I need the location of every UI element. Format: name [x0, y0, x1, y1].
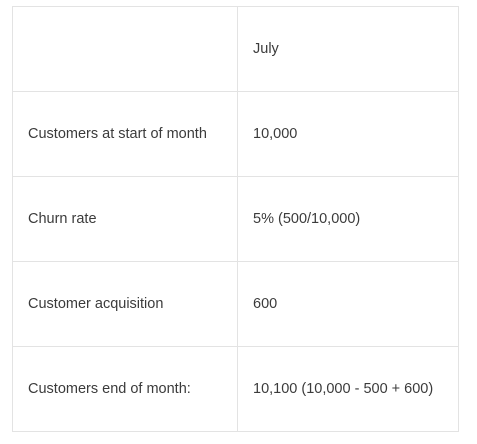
row-value: 10,100 (10,000 - 500 + 600): [237, 346, 459, 432]
table-row: Customers at start of month 10,000: [12, 91, 459, 177]
table-row: Customer acquisition 600: [12, 261, 459, 347]
row-value: 5% (500/10,000): [237, 176, 459, 262]
header-cell-label: [12, 6, 238, 92]
row-label: Customers at start of month: [12, 91, 238, 177]
churn-table: July Customers at start of month 10,000 …: [12, 6, 459, 432]
row-value: 10,000: [237, 91, 459, 177]
row-value: 600: [237, 261, 459, 347]
header-cell-month: July: [237, 6, 459, 92]
table-header-row: July: [12, 6, 459, 92]
row-label: Churn rate: [12, 176, 238, 262]
row-label: Customers end of month:: [12, 346, 238, 432]
row-label: Customer acquisition: [12, 261, 238, 347]
table-row: Customers end of month: 10,100 (10,000 -…: [12, 346, 459, 432]
table-row: Churn rate 5% (500/10,000): [12, 176, 459, 262]
